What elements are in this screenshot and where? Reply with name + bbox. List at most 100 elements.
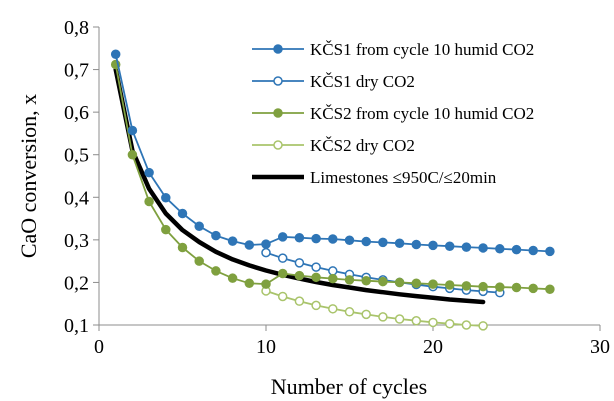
data-point — [211, 266, 221, 276]
data-point — [378, 276, 388, 287]
legend-label: KČS2 dry CO2 — [310, 136, 415, 155]
data-point — [261, 239, 271, 249]
legend-item: KČS2 from cycle 10 humid CO2 — [252, 104, 534, 123]
data-point — [378, 312, 388, 322]
data-point — [428, 279, 438, 289]
data-point — [478, 321, 488, 331]
y-tick-label: 0,7 — [64, 60, 89, 82]
y-tick-label: 0,4 — [64, 187, 89, 209]
data-point — [227, 273, 238, 283]
legend-item: Limestones ≤950C/≤20min — [252, 168, 497, 187]
data-point — [261, 279, 271, 289]
data-point — [328, 234, 338, 244]
legend-label: KČS2 from cycle 10 humid CO2 — [310, 104, 534, 123]
data-point — [361, 309, 371, 320]
data-point — [428, 317, 438, 328]
x-tick-label: 10 — [256, 336, 276, 358]
legend: KČS1 from cycle 10 humid CO2 KČS1 dry CO2… — [252, 40, 534, 187]
data-point — [545, 284, 555, 294]
legend-label: Limestones ≤950C/≤20min — [310, 168, 497, 187]
data-point — [444, 241, 455, 251]
data-point — [411, 278, 422, 289]
y-ticks: 0,1 0,2 0,3 0,4 0,5 0,6 0,7 0,8 — [64, 17, 99, 337]
data-point — [394, 314, 405, 324]
data-point — [344, 235, 355, 246]
data-point — [444, 318, 455, 329]
x-ticks: 0 10 20 30 — [94, 325, 610, 358]
data-point — [311, 233, 321, 244]
data-point — [444, 280, 455, 290]
y-tick-label: 0,2 — [64, 272, 89, 294]
data-point — [127, 149, 138, 160]
data-point — [495, 282, 505, 292]
data-point — [161, 224, 171, 235]
data-point — [328, 273, 338, 284]
data-point — [311, 300, 321, 311]
data-point — [177, 242, 188, 253]
y-tick-label: 0,1 — [64, 315, 89, 337]
data-point — [511, 282, 522, 293]
legend-marker — [273, 140, 283, 150]
data-point — [294, 296, 305, 306]
series-1 — [110, 49, 555, 257]
legend-label: KČS1 dry CO2 — [310, 72, 415, 91]
data-point — [311, 262, 321, 272]
data-point — [428, 240, 438, 251]
data-point — [277, 232, 288, 242]
data-point — [344, 307, 355, 317]
legend-item: KČS1 dry CO2 — [252, 72, 415, 91]
data-point — [294, 270, 305, 281]
series-layer — [110, 49, 555, 331]
data-point — [161, 192, 171, 203]
data-point — [311, 272, 321, 283]
data-point — [294, 258, 305, 268]
data-point — [328, 266, 338, 276]
data-point — [478, 243, 488, 253]
data-point — [227, 236, 238, 246]
data-point — [344, 275, 355, 285]
series-3 — [110, 59, 555, 294]
data-point — [361, 275, 371, 286]
data-point — [277, 291, 288, 302]
data-point — [294, 232, 305, 243]
series-4 — [261, 286, 488, 331]
legend-marker — [273, 108, 283, 118]
data-point — [127, 125, 138, 136]
data-point — [244, 278, 255, 289]
x-tick-label: 20 — [423, 336, 443, 358]
data-point — [461, 281, 472, 291]
legend-item: KČS2 dry CO2 — [252, 136, 415, 155]
data-point — [528, 245, 538, 256]
legend-marker — [273, 44, 283, 54]
data-point — [411, 315, 422, 326]
data-point — [411, 239, 422, 250]
data-point — [277, 268, 288, 279]
data-point — [144, 167, 154, 178]
y-tick-label: 0,8 — [64, 17, 89, 39]
y-tick-label: 0,6 — [64, 102, 89, 124]
data-point — [211, 230, 221, 241]
data-point — [328, 304, 338, 314]
data-point — [511, 244, 522, 255]
x-tick-label: 30 — [590, 336, 610, 358]
x-axis-title: Number of cycles — [271, 374, 427, 399]
data-point — [110, 49, 121, 59]
y-tick-label: 0,5 — [64, 145, 89, 167]
legend-label: KČS1 from cycle 10 humid CO2 — [310, 40, 534, 59]
data-point — [528, 283, 538, 294]
y-axis-title: CaO conversion, x — [16, 94, 41, 258]
data-point — [244, 240, 255, 250]
data-point — [277, 253, 288, 263]
data-point — [394, 277, 405, 288]
legend-item: KČS1 from cycle 10 humid CO2 — [252, 40, 534, 59]
data-point — [177, 208, 188, 219]
data-point — [478, 281, 488, 292]
data-point — [144, 196, 154, 207]
legend-marker — [273, 76, 283, 86]
data-point — [194, 256, 204, 266]
data-point — [394, 238, 405, 249]
data-point — [378, 237, 388, 248]
data-point — [194, 221, 204, 231]
